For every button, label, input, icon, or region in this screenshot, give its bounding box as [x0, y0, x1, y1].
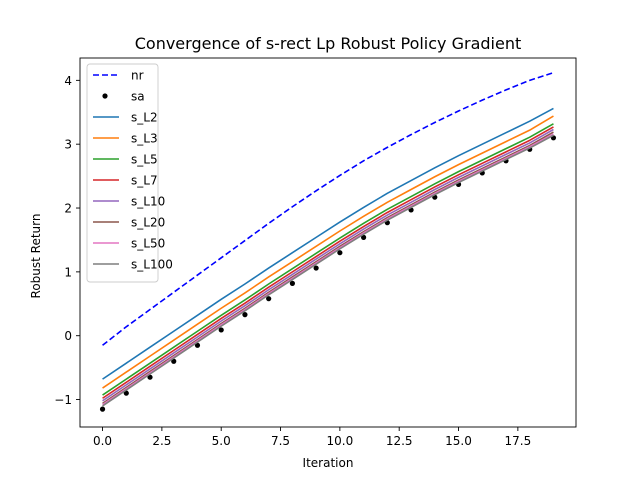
- legend-item-sa: sa: [102, 90, 145, 104]
- legend-item-s-l10: s_L10: [93, 195, 165, 209]
- legend-label: nr: [131, 69, 144, 83]
- data-point: [313, 265, 319, 271]
- series-line-s-l50: [102, 133, 554, 406]
- x-tick-label: 12.5: [386, 434, 413, 448]
- x-tick-label: 5.0: [212, 434, 231, 448]
- series-line-s-l20: [102, 131, 554, 405]
- legend-item-s-l20: s_L20: [93, 216, 165, 230]
- legend-item-s-l50: s_L50: [93, 237, 165, 251]
- legend-label: s_L3: [131, 132, 158, 146]
- plot-frame: [79, 57, 577, 428]
- legend-label: sa: [131, 90, 145, 104]
- plot-marks: [99, 71, 557, 412]
- legend-label: s_L20: [131, 216, 165, 230]
- x-tick-label: 2.5: [152, 434, 171, 448]
- legend: nr sa s_L2 s_L3 s_L5 s_L7 s_L10 s_L20 s_L50 s_L10…: [86, 63, 173, 283]
- chart-title: Convergence of s-rect Lp Robust Policy G…: [135, 34, 522, 53]
- series-sa-points: [99, 135, 557, 412]
- data-point: [147, 374, 153, 380]
- data-point: [99, 406, 106, 412]
- y-axis-label: Robust Return: [29, 214, 43, 299]
- x-tick-label: 7.5: [271, 434, 290, 448]
- data-point: [171, 358, 177, 364]
- data-point: [361, 234, 367, 240]
- legend-item-s-l5: s_L5: [93, 153, 158, 167]
- legend-item-s-l3: s_L3: [93, 132, 158, 146]
- legend-label: s_L100: [131, 258, 173, 272]
- legend-marker: [102, 93, 108, 99]
- x-tick-label: 15.0: [445, 434, 472, 448]
- x-tick-label: 0.0: [93, 434, 112, 448]
- x-tick-label: 10.0: [327, 434, 354, 448]
- legend-item-nr: nr: [93, 69, 144, 83]
- data-point: [218, 327, 224, 333]
- series-line-s-l5: [102, 123, 554, 396]
- data-point: [289, 280, 295, 286]
- axes: 0.0 2.5 5.0 7.5 10.0 12.5 15.0 17.5 −1 0 1 2 3 4: [54, 57, 577, 448]
- x-axis-label: Iteration: [303, 456, 354, 470]
- legend-box: [86, 63, 159, 283]
- data-point: [337, 250, 343, 256]
- data-point: [194, 342, 201, 348]
- legend-label: s_L50: [131, 237, 165, 251]
- legend-label: s_L10: [131, 195, 165, 209]
- y-tick-label: 4: [64, 74, 72, 88]
- data-point: [266, 296, 272, 302]
- y-tick-label: 3: [64, 138, 72, 152]
- legend-item-s-l100: s_L100: [93, 258, 173, 272]
- y-tick-label: −1: [54, 393, 72, 407]
- series-line-s-l7: [102, 126, 554, 399]
- y-tick-label: 1: [64, 265, 72, 279]
- legend-item-s-l7: s_L7: [93, 174, 158, 188]
- series-line-s-l3: [102, 115, 554, 389]
- data-point: [242, 312, 248, 318]
- series-line-s-l100: [102, 134, 554, 407]
- legend-item-s-l2: s_L2: [93, 111, 158, 125]
- x-tick-label: 17.5: [504, 434, 531, 448]
- series-line-s-l10: [102, 128, 554, 402]
- legend-label: s_L2: [131, 111, 158, 125]
- series-line-s-l2: [102, 107, 554, 380]
- y-tick-label: 0: [64, 329, 72, 343]
- data-point: [123, 390, 129, 396]
- legend-label: s_L7: [131, 174, 158, 188]
- series-line-nr: [102, 71, 554, 346]
- legend-label: s_L5: [131, 153, 158, 167]
- y-tick-label: 2: [64, 202, 72, 216]
